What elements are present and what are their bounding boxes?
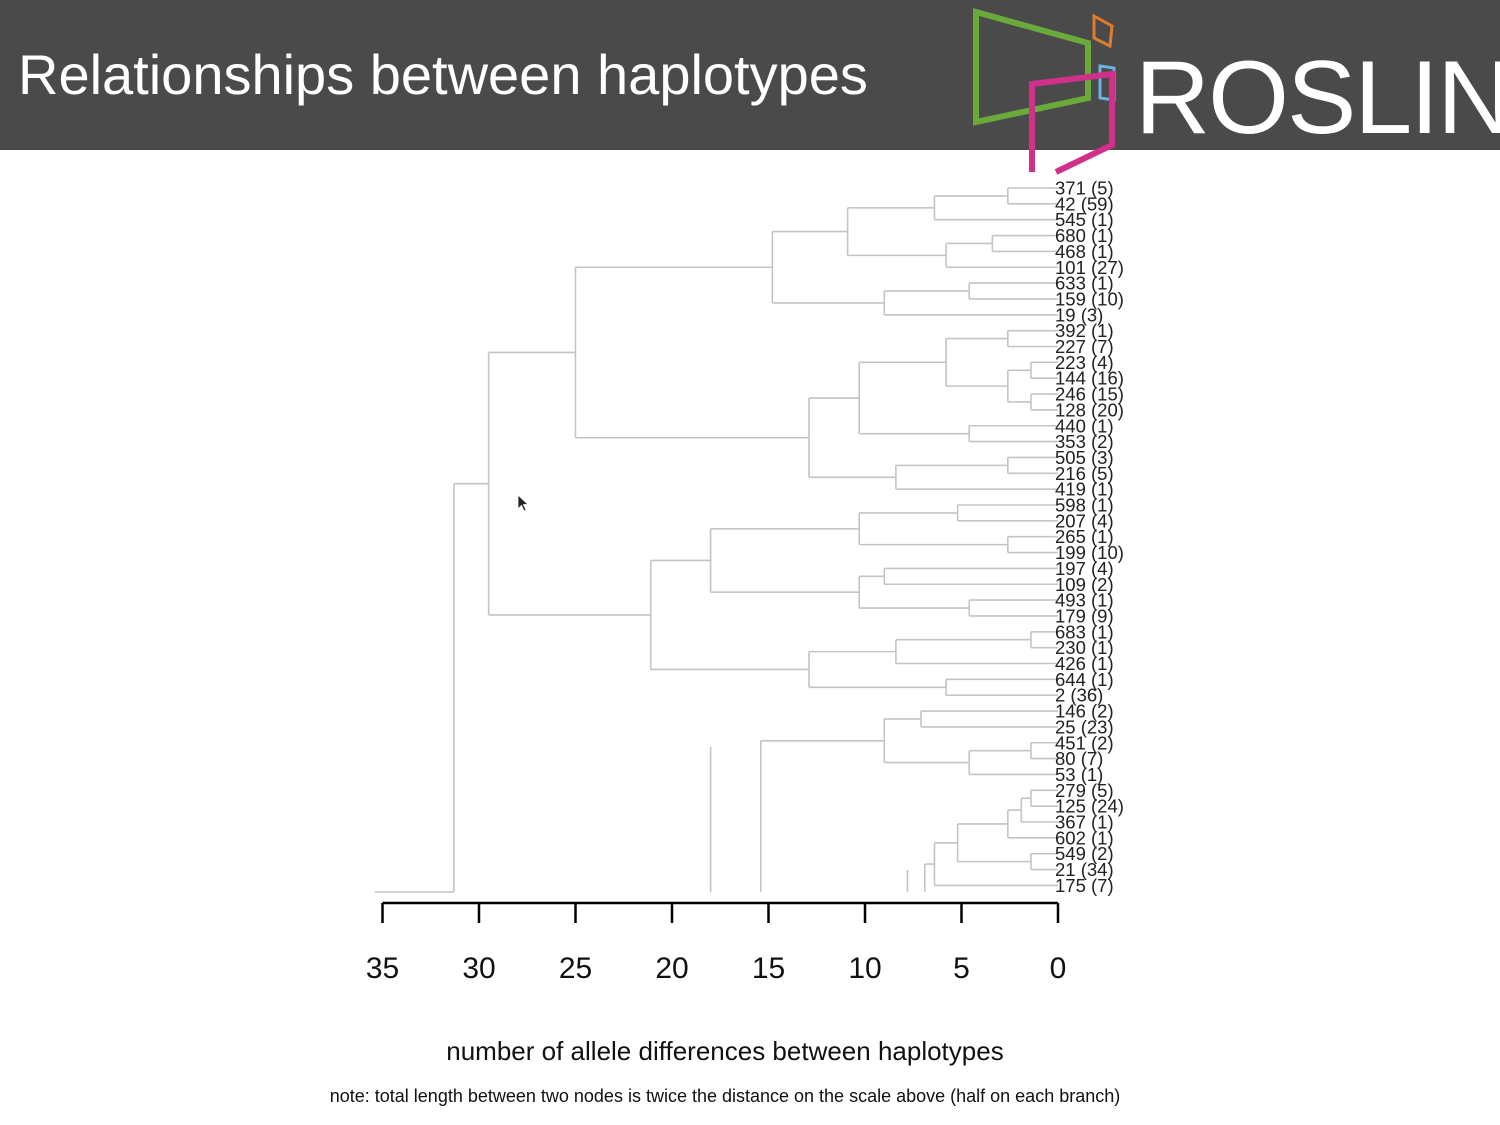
- leaf-label: 21 (34): [1055, 859, 1114, 880]
- leaf-labels: 371 (5)42 (59)545 (1)680 (1)468 (1)101 (…: [1055, 178, 1124, 896]
- leaf-label: 101 (27): [1055, 257, 1124, 278]
- leaf-label: 19 (3): [1055, 304, 1103, 325]
- leaf-label: 246 (15): [1055, 384, 1124, 405]
- leaf-label: 144 (16): [1055, 368, 1124, 389]
- leaf-label: 493 (1): [1055, 590, 1114, 611]
- leaf-label: 80 (7): [1055, 748, 1103, 769]
- logo-magenta-frame: [1029, 70, 1115, 175]
- leaf-label: 25 (23): [1055, 716, 1114, 737]
- x-axis-title: number of allele differences between hap…: [446, 1036, 1004, 1066]
- leaf-label: 199 (10): [1055, 542, 1124, 563]
- leaf-label: 207 (4): [1055, 510, 1114, 531]
- leaf-label: 265 (1): [1055, 526, 1114, 547]
- leaf-label: 128 (20): [1055, 399, 1124, 420]
- leaf-label: 146 (2): [1055, 701, 1114, 722]
- leaf-label: 367 (1): [1055, 812, 1114, 833]
- leaf-label: 109 (2): [1055, 574, 1114, 595]
- leaf-label: 125 (24): [1055, 796, 1124, 817]
- leaf-label: 644 (1): [1055, 669, 1114, 690]
- slide-header: Relationships between haplotypes: [0, 0, 1500, 150]
- logo-orange-frame: [1092, 13, 1114, 49]
- x-tick-label: 15: [752, 952, 785, 985]
- leaf-label: 680 (1): [1055, 225, 1114, 246]
- leaf-label: 179 (9): [1055, 605, 1114, 626]
- leaf-label: 545 (1): [1055, 209, 1114, 230]
- mouse-pointer-icon: [517, 494, 530, 512]
- leaf-label: 633 (1): [1055, 273, 1114, 294]
- roslin-logo: [973, 8, 1116, 175]
- x-tick-label: 0: [1050, 952, 1067, 985]
- x-tick-label: 25: [559, 952, 592, 985]
- x-tick-label: 10: [848, 952, 881, 985]
- leaf-label: 175 (7): [1055, 875, 1114, 896]
- logo-green-frame: [973, 8, 1091, 126]
- slide-title: Relationships between haplotypes: [18, 43, 868, 106]
- x-tick-label: 30: [462, 952, 495, 985]
- x-axis: 35 30 25 20 15 10 5 0: [366, 901, 1067, 985]
- logo-text: ROSLIN: [1135, 40, 1500, 156]
- leaf-label: 53 (1): [1055, 764, 1103, 785]
- leaf-label: 216 (5): [1055, 463, 1114, 484]
- leaf-label: 227 (7): [1055, 336, 1114, 357]
- leaf-label: 279 (5): [1055, 780, 1114, 801]
- leaf-label: 549 (2): [1055, 843, 1114, 864]
- leaf-label: 602 (1): [1055, 827, 1114, 848]
- leaf-label: 230 (1): [1055, 637, 1114, 658]
- leaf-label: 683 (1): [1055, 621, 1114, 642]
- leaf-label: 159 (10): [1055, 288, 1124, 309]
- tree-branches: [374, 187, 1058, 893]
- leaf-label: 426 (1): [1055, 653, 1114, 674]
- leaf-label: 505 (3): [1055, 447, 1114, 468]
- leaf-label: 42 (59): [1055, 193, 1114, 214]
- leaf-label: 223 (4): [1055, 352, 1114, 373]
- leaf-label: 440 (1): [1055, 415, 1114, 436]
- leaf-label: 598 (1): [1055, 495, 1114, 516]
- leaf-label: 371 (5): [1055, 178, 1114, 199]
- x-tick-label: 35: [366, 952, 399, 985]
- x-tick-label: 5: [953, 952, 970, 985]
- leaf-label: 353 (2): [1055, 431, 1114, 452]
- leaf-label: 392 (1): [1055, 320, 1114, 341]
- leaf-label: 197 (4): [1055, 558, 1114, 579]
- scale-note: note: total length between two nodes is …: [329, 1086, 1121, 1106]
- leaf-label: 419 (1): [1055, 479, 1114, 500]
- leaf-label: 451 (2): [1055, 732, 1114, 753]
- x-tick-label: 20: [655, 952, 688, 985]
- leaf-label: 2 (36): [1055, 685, 1103, 706]
- leaf-label: 468 (1): [1055, 241, 1114, 262]
